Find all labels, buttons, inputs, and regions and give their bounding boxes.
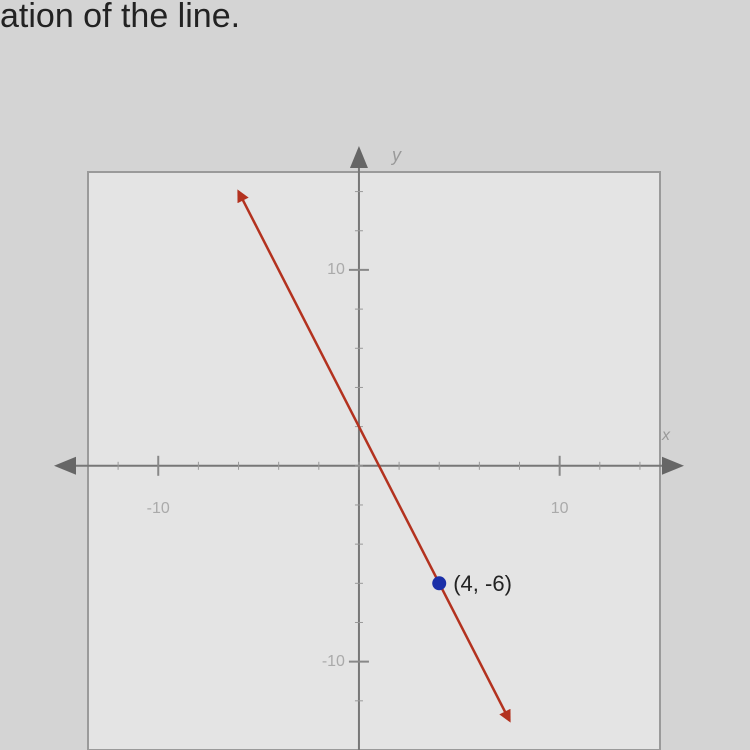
point — [432, 576, 447, 591]
y-tick-label: -10 — [322, 653, 345, 670]
x-arrow-left — [54, 456, 76, 475]
x-arrow-right — [662, 456, 684, 475]
x-tick-label: -10 — [147, 500, 170, 517]
y-tick-label: 10 — [327, 261, 345, 278]
line — [237, 189, 511, 723]
plot-frame — [87, 171, 661, 750]
x-axis-label: x — [661, 427, 671, 444]
point-label: (4, -6) — [453, 571, 512, 596]
y-axis-label: y — [390, 145, 402, 165]
x-tick-label: 10 — [551, 500, 569, 517]
heading: ation of the line. — [0, 0, 240, 35]
y-arrow-top — [349, 146, 368, 168]
